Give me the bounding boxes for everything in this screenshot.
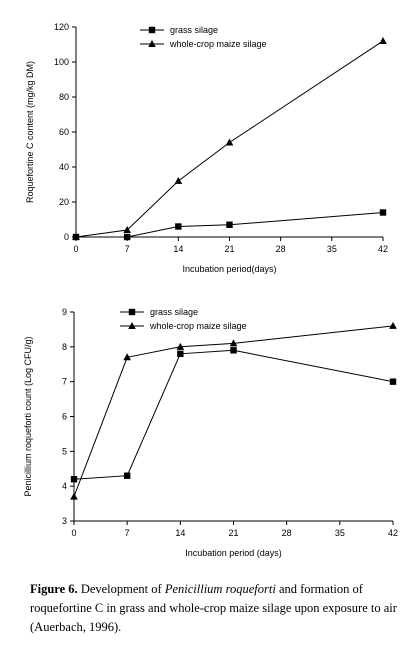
series-line: [73, 349, 394, 480]
y-tick-label: 40: [59, 162, 69, 172]
data-point: [389, 378, 397, 385]
y-tick-label: 0: [64, 232, 69, 242]
data-point: [389, 321, 397, 329]
data-point: [226, 221, 233, 228]
x-tick-label: 0: [71, 528, 76, 538]
data-point: [123, 226, 131, 233]
legend-marker: [148, 26, 156, 34]
y-tick-label: 100: [54, 57, 69, 67]
series-whole-crop-maize-silage: [70, 321, 397, 500]
y-axis-label: Penicillium roqueforti count (Log CFU/g): [23, 336, 33, 496]
y-tick-label: 120: [54, 22, 69, 32]
legend-label: grass silage: [150, 307, 198, 317]
y-tick-label: 6: [62, 412, 67, 422]
y-tick-label: 3: [62, 516, 67, 526]
legend-marker: [148, 40, 156, 47]
data-point: [379, 209, 387, 216]
legend-label: whole-crop maize silage: [149, 321, 247, 331]
caption-species: Penicillium roqueforti: [164, 582, 276, 596]
y-tick-label: 20: [59, 197, 69, 207]
x-tick-label: 0: [73, 244, 78, 254]
y-tick-label: 5: [62, 446, 67, 456]
y-tick-label: 80: [59, 92, 69, 102]
y-tick-label: 60: [59, 127, 69, 137]
data-point: [72, 233, 80, 240]
legend-label: grass silage: [170, 25, 218, 35]
x-tick-label: 35: [335, 528, 345, 538]
figure-caption: Figure 6. Development of Penicillium roq…: [30, 580, 400, 637]
series-grass-silage: [70, 347, 397, 483]
legend-marker: [128, 322, 136, 329]
x-tick-label: 35: [327, 244, 337, 254]
x-tick-label: 14: [175, 528, 185, 538]
legend-label: whole-crop maize silage: [169, 39, 267, 49]
x-tick-label: 42: [388, 528, 398, 538]
x-tick-label: 42: [378, 244, 388, 254]
caption-text-1: Development of: [77, 582, 165, 596]
data-point: [174, 177, 183, 184]
data-point: [70, 492, 78, 500]
y-tick-label: 7: [62, 377, 67, 387]
legend: grass silage whole-crop maize silage: [140, 25, 267, 49]
x-tick-label: 7: [125, 528, 130, 538]
data-point: [225, 138, 234, 146]
x-axis-label: Incubation period (days): [185, 548, 282, 558]
x-axis-label: Incubation period(days): [182, 264, 276, 274]
x-tick-label: 21: [228, 528, 238, 538]
x-tick-label: 28: [276, 244, 286, 254]
data-point: [177, 350, 184, 357]
data-point: [123, 472, 131, 479]
caption-text-2: and formation of roquefortine C in grass…: [30, 582, 397, 634]
data-point: [123, 233, 131, 241]
y-tick-label: 4: [62, 481, 67, 491]
data-point: [230, 347, 237, 354]
data-point: [229, 339, 238, 347]
y-axis-label: Roquefortine C content (mg/kg DM): [25, 61, 35, 203]
data-point: [176, 342, 185, 350]
legend: grass silage whole-crop maize silage: [120, 307, 247, 331]
x-tick-label: 21: [224, 244, 234, 254]
x-tick-label: 14: [173, 244, 183, 254]
data-point: [123, 353, 131, 361]
data-point: [70, 476, 78, 483]
caption-label: Figure 6.: [30, 582, 78, 596]
data-point: [175, 223, 182, 230]
chart-2: 3 4 5 6 7 8 9 0 7 14 21 28 35 42 Incubation period (da…: [23, 307, 398, 558]
series-grass-silage: [72, 209, 387, 241]
y-tick-label: 8: [62, 342, 67, 352]
legend-marker: [128, 308, 136, 316]
y-tick-label: 9: [62, 307, 67, 317]
chart-1: 0 20 40 60 80 100 120 0 7 14 21 28 35 42 Incubation pe…: [25, 22, 388, 274]
data-point: [379, 37, 387, 44]
x-tick-label: 28: [282, 528, 292, 538]
series-whole-crop-maize-silage: [72, 37, 387, 240]
x-tick-label: 7: [125, 244, 130, 254]
